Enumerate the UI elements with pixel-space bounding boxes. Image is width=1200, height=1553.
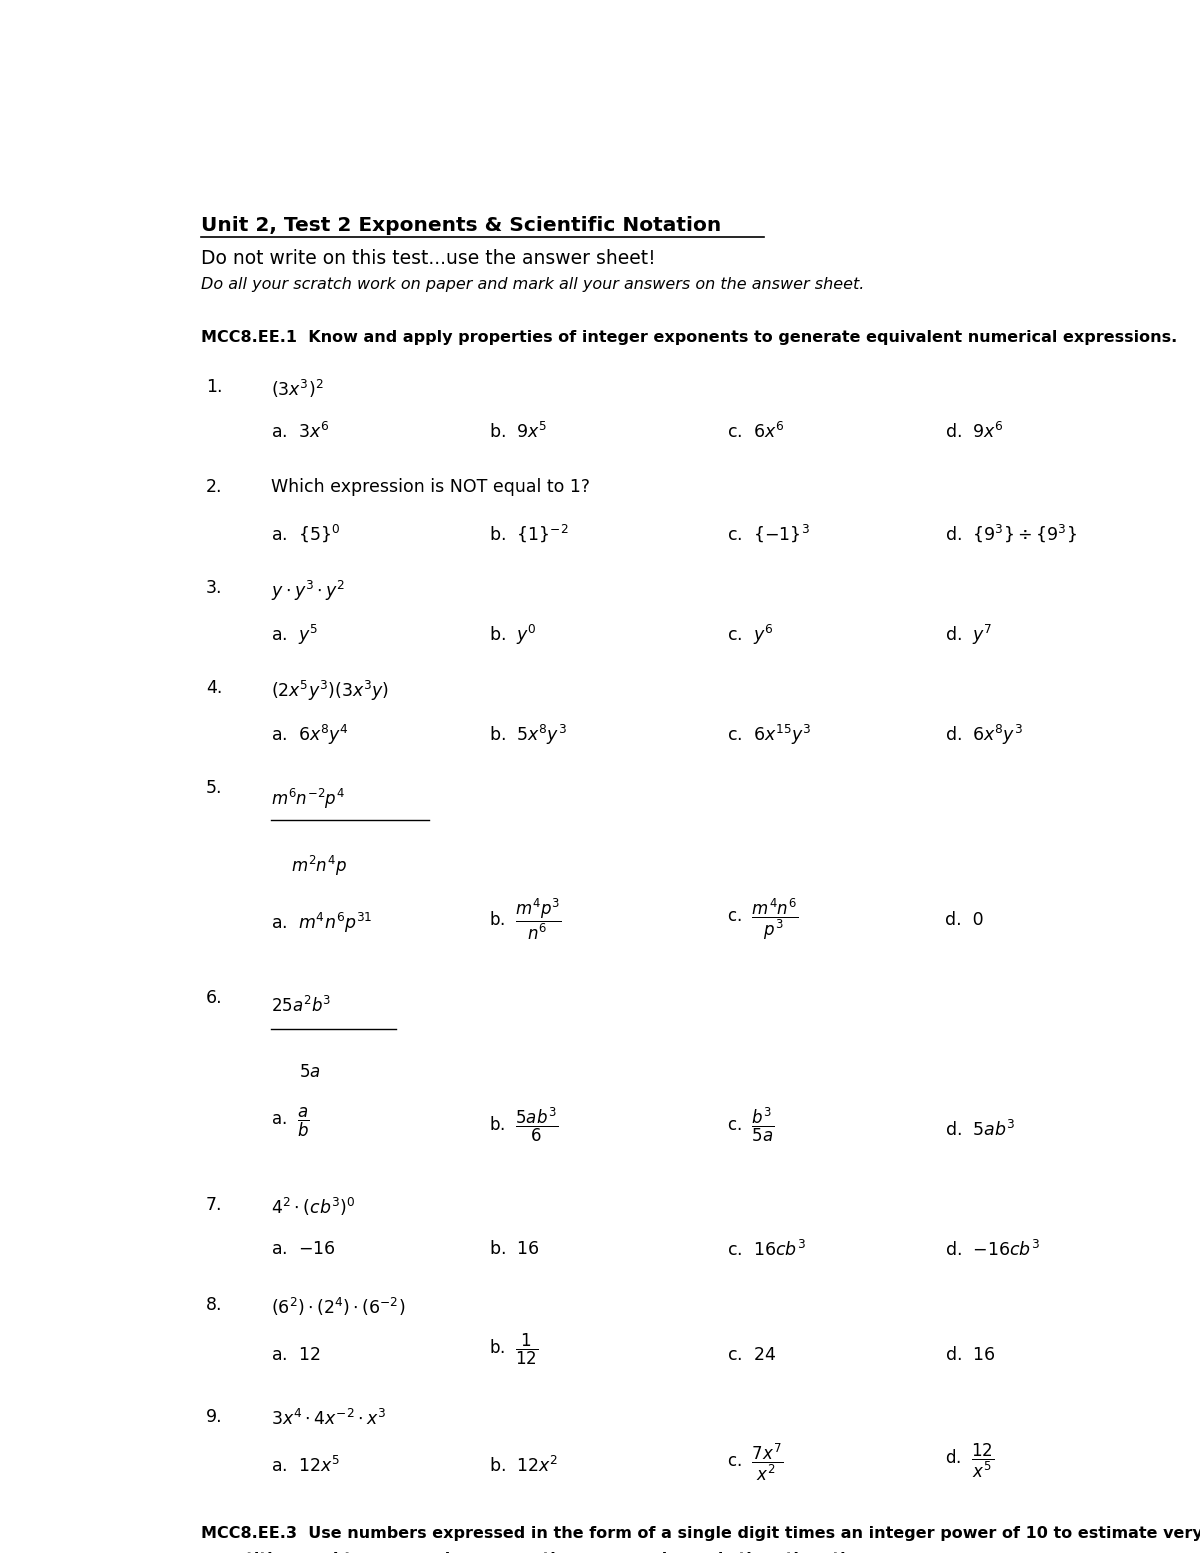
Text: c.  $6x^6$: c. $6x^6$ — [727, 422, 784, 443]
Text: 1.: 1. — [206, 377, 222, 396]
Text: d.  $\dfrac{12}{x^5}$: d. $\dfrac{12}{x^5}$ — [946, 1443, 995, 1480]
Text: $4^2 \cdot (cb^3)^0$: $4^2 \cdot (cb^3)^0$ — [271, 1196, 355, 1218]
Text: a.  $m^4 n^6 p^{31}$: a. $m^4 n^6 p^{31}$ — [271, 912, 372, 935]
Text: Do all your scratch work on paper and mark all your answers on the answer sheet.: Do all your scratch work on paper and ma… — [202, 278, 864, 292]
Text: b.  $\{1\}^{-2}$: b. $\{1\}^{-2}$ — [490, 522, 569, 544]
Text: b.  $12x^2$: b. $12x^2$ — [490, 1457, 559, 1477]
Text: c.  $16cb^3$: c. $16cb^3$ — [727, 1239, 805, 1259]
Text: c.  $y^6$: c. $y^6$ — [727, 623, 773, 648]
Text: c.  $\{-1\}^3$: c. $\{-1\}^3$ — [727, 522, 809, 544]
Text: a.  $y^5$: a. $y^5$ — [271, 623, 318, 648]
Text: b.  $9x^5$: b. $9x^5$ — [490, 422, 547, 443]
Text: b.  $y^0$: b. $y^0$ — [490, 623, 538, 648]
Text: a.  $\dfrac{a}{b}$: a. $\dfrac{a}{b}$ — [271, 1106, 310, 1140]
Text: d.  $-16cb^3$: d. $-16cb^3$ — [946, 1239, 1040, 1259]
Text: a.  $-16$: a. $-16$ — [271, 1239, 336, 1258]
Text: d.  0: d. 0 — [946, 912, 984, 929]
Text: c.  $\dfrac{m^4 n^6}{p^3}$: c. $\dfrac{m^4 n^6}{p^3}$ — [727, 896, 798, 943]
Text: 9.: 9. — [206, 1409, 222, 1427]
Text: $5a$: $5a$ — [299, 1062, 320, 1081]
Text: c.  $\dfrac{7x^7}{x^2}$: c. $\dfrac{7x^7}{x^2}$ — [727, 1443, 782, 1483]
Text: a.  $3x^6$: a. $3x^6$ — [271, 422, 329, 443]
Text: d.  $\{9^3\} \div \{9^3\}$: d. $\{9^3\} \div \{9^3\}$ — [946, 522, 1076, 544]
Text: $m^2 n^4 p$: $m^2 n^4 p$ — [292, 854, 347, 877]
Text: d.  $16$: d. $16$ — [946, 1346, 996, 1364]
Text: $m^6 n^{-2} p^4$: $m^6 n^{-2} p^4$ — [271, 787, 344, 811]
Text: 3.: 3. — [206, 579, 222, 596]
Text: b.  $\dfrac{1}{12}$: b. $\dfrac{1}{12}$ — [490, 1332, 539, 1367]
Text: a.  $\{5\}^0$: a. $\{5\}^0$ — [271, 522, 341, 544]
Text: c.  $24$: c. $24$ — [727, 1346, 775, 1364]
Text: a.  $6x^8y^4$: a. $6x^8y^4$ — [271, 724, 349, 747]
Text: b.  $\dfrac{5ab^3}{6}$: b. $\dfrac{5ab^3}{6}$ — [490, 1106, 558, 1145]
Text: c.  $6x^{15}y^3$: c. $6x^{15}y^3$ — [727, 724, 811, 747]
Text: 4.: 4. — [206, 679, 222, 697]
Text: Which expression is NOT equal to 1?: Which expression is NOT equal to 1? — [271, 478, 590, 495]
Text: 7.: 7. — [206, 1196, 222, 1213]
Text: d.  $9x^6$: d. $9x^6$ — [946, 422, 1004, 443]
Text: b.  $16$: b. $16$ — [490, 1239, 540, 1258]
Text: b.  $5x^8y^3$: b. $5x^8y^3$ — [490, 724, 568, 747]
Text: $(3x^3)^2$: $(3x^3)^2$ — [271, 377, 324, 399]
Text: $y \cdot y^3 \cdot y^2$: $y \cdot y^3 \cdot y^2$ — [271, 579, 346, 603]
Text: 6.: 6. — [206, 989, 222, 1006]
Text: MCC8.EE.1  Know and apply properties of integer exponents to generate equivalent: MCC8.EE.1 Know and apply properties of i… — [202, 329, 1177, 345]
Text: a.  $12$: a. $12$ — [271, 1346, 320, 1364]
Text: Unit 2, Test 2 Exponents & Scientific Notation: Unit 2, Test 2 Exponents & Scientific No… — [202, 216, 721, 235]
Text: d.  $6x^8y^3$: d. $6x^8y^3$ — [946, 724, 1022, 747]
Text: MCC8.EE.3  Use numbers expressed in the form of a single digit times an integer : MCC8.EE.3 Use numbers expressed in the f… — [202, 1525, 1200, 1541]
Text: d.  $5ab^3$: d. $5ab^3$ — [946, 1120, 1015, 1140]
Text: b.  $\dfrac{m^4 p^3}{n^6}$: b. $\dfrac{m^4 p^3}{n^6}$ — [490, 896, 562, 943]
Text: $(6^2) \cdot (2^4) \cdot (6^{-2})$: $(6^2) \cdot (2^4) \cdot (6^{-2})$ — [271, 1297, 406, 1318]
Text: a.  $12x^5$: a. $12x^5$ — [271, 1457, 340, 1477]
Text: $3x^4 \cdot 4x^{-2} \cdot x^3$: $3x^4 \cdot 4x^{-2} \cdot x^3$ — [271, 1409, 386, 1429]
Text: 2.: 2. — [206, 478, 222, 495]
Text: c.  $\dfrac{b^3}{5a}$: c. $\dfrac{b^3}{5a}$ — [727, 1106, 774, 1145]
Text: Do not write on this test...use the answer sheet!: Do not write on this test...use the answ… — [202, 248, 656, 267]
Text: $25a^2 b^3$: $25a^2 b^3$ — [271, 995, 331, 1016]
Text: $(2x^5y^3)(3x^3y)$: $(2x^5y^3)(3x^3y)$ — [271, 679, 389, 704]
Text: d.  $y^7$: d. $y^7$ — [946, 623, 992, 648]
Text: 8.: 8. — [206, 1297, 222, 1314]
Text: 5.: 5. — [206, 780, 222, 798]
